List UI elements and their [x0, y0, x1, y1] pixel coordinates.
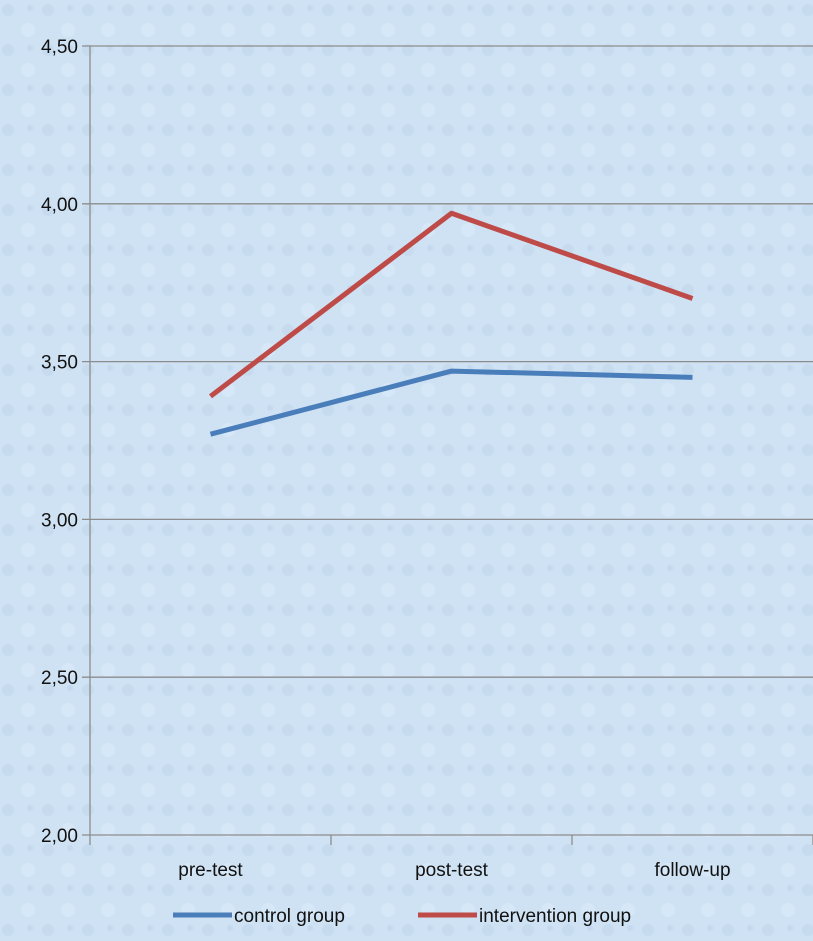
x-tick-label: follow-up [654, 860, 730, 881]
y-tick-label: 4,50 [41, 37, 78, 58]
x-tick-label: post-test [415, 860, 489, 881]
legend-label: intervention group [479, 906, 631, 927]
y-tick-label: 3,50 [41, 353, 78, 374]
y-tick-label: 3,00 [41, 510, 78, 531]
y-tick-label: 2,00 [41, 826, 78, 847]
y-tick-label: 4,00 [41, 195, 78, 216]
legend-label: control group [234, 906, 345, 927]
y-tick-label: 2,50 [41, 668, 78, 689]
x-tick-label: pre-test [178, 860, 243, 881]
